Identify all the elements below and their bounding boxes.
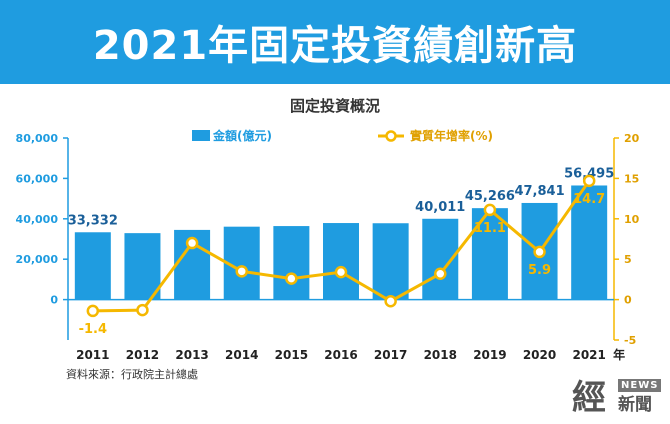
- growth-rate-label: -1.4: [79, 322, 107, 337]
- brand-logo: 經 NEWS 新聞: [572, 376, 662, 420]
- x-tick-label: 2013: [175, 348, 208, 362]
- growth-rate-label: 11.1: [474, 221, 506, 236]
- bar-value-label: 47,841: [514, 184, 564, 199]
- bar: [323, 223, 359, 300]
- legend-bar-swatch: [192, 130, 210, 141]
- growth-rate-point: [136, 303, 149, 317]
- growth-rate-point: [582, 174, 596, 188]
- brand-logo-character: 經: [572, 378, 606, 418]
- brand-logo-text: 新聞: [618, 395, 652, 415]
- right-tick-label: -5: [624, 334, 636, 347]
- bar: [124, 233, 161, 300]
- growth-rate-point: [384, 294, 397, 308]
- x-tick-label: 2015: [275, 348, 308, 362]
- right-tick-label: 20: [624, 132, 640, 145]
- bar-value-label: 40,011: [415, 200, 465, 215]
- bar: [372, 223, 409, 300]
- bar: [273, 226, 310, 300]
- bar-value-label: 56,495: [564, 166, 614, 181]
- growth-rate-point: [185, 236, 199, 250]
- legend-line-marker: [385, 130, 397, 142]
- left-tick-label: 40,000: [16, 213, 59, 226]
- left-tick-label: 0: [50, 294, 58, 307]
- growth-rate-point: [483, 203, 497, 217]
- x-tick-label: 2019: [473, 348, 506, 362]
- brand-logo-news: NEWS: [618, 379, 662, 392]
- x-tick-label: 2011: [76, 348, 109, 362]
- x-tick-label: 2012: [126, 348, 159, 362]
- growth-rate-point: [334, 265, 348, 279]
- growth-rate-label: 14.7: [573, 192, 605, 207]
- chart-title: 固定投資概況: [290, 97, 380, 115]
- left-tick-label: 20,000: [16, 253, 59, 266]
- growth-rate-point: [285, 272, 298, 285]
- x-tick-label: 2020: [523, 348, 556, 362]
- left-tick-label: 80,000: [16, 132, 59, 145]
- bar: [74, 232, 111, 300]
- left-tick-label: 60,000: [16, 172, 59, 185]
- bar: [571, 185, 608, 300]
- right-tick-label: 5: [624, 253, 632, 266]
- x-tick-label: 2017: [374, 348, 407, 362]
- growth-rate-label: 5.9: [528, 263, 551, 278]
- right-tick-label: 15: [624, 172, 639, 185]
- growth-rate-point: [235, 265, 248, 278]
- bar-value-label: 33,332: [68, 213, 118, 228]
- growth-rate-point: [86, 304, 100, 318]
- x-tick-label: 2021: [572, 348, 605, 362]
- source-note: 資料來源：行政院主計總處: [66, 368, 198, 381]
- right-tick-label: 10: [624, 213, 640, 226]
- legend-bar-label: 金額(億元): [212, 128, 272, 143]
- bar-value-label: 45,266: [465, 189, 515, 204]
- banner-title: 2021年固定投資績創新高: [92, 23, 578, 69]
- x-tick-label: 2014: [225, 348, 258, 362]
- legend-line-label: 實質年增率(%): [410, 128, 493, 143]
- right-tick-label: 0: [624, 294, 632, 307]
- x-tick-label: 2016: [324, 348, 357, 362]
- x-unit-label: 年: [613, 347, 625, 362]
- growth-rate-point: [434, 267, 447, 280]
- growth-rate-point: [533, 245, 546, 259]
- title-banner: 2021年固定投資績創新高: [0, 0, 670, 84]
- x-tick-label: 2018: [424, 348, 457, 362]
